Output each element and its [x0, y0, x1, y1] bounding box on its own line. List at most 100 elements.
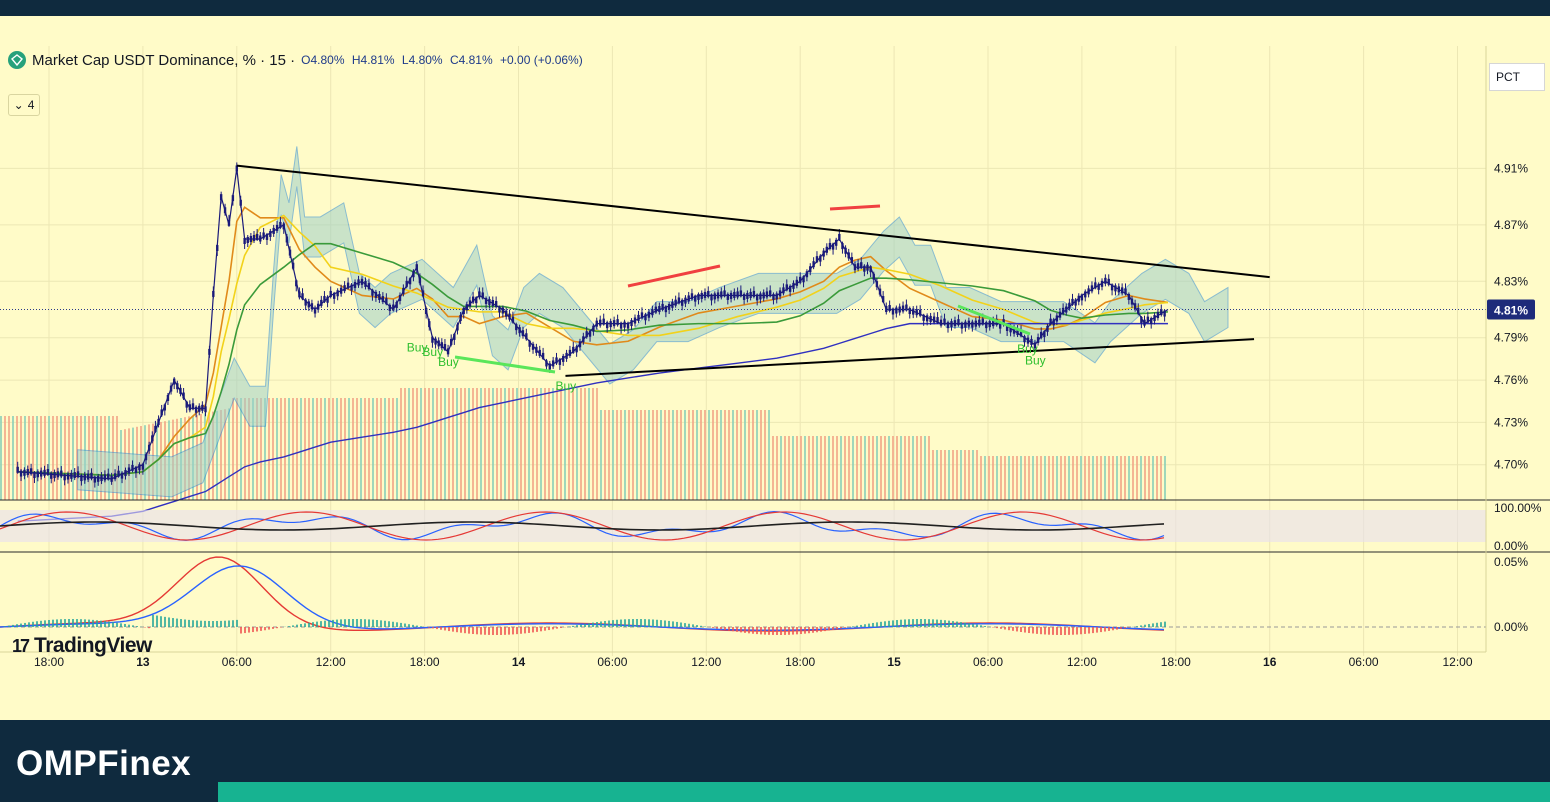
- percent-scale-button[interactable]: PCT: [1489, 63, 1545, 91]
- descending-trendline[interactable]: [236, 164, 1270, 279]
- candle-body: [434, 338, 437, 345]
- tradingview-logo[interactable]: 17 TradingView: [12, 634, 152, 658]
- price-axis-label: 4.91%: [1494, 161, 1528, 175]
- macd-histogram-bar: [1164, 621, 1166, 627]
- volume-bar: [720, 410, 722, 500]
- candle-body: [630, 320, 633, 327]
- volume-bar: [216, 410, 218, 500]
- macd-histogram-bar: [380, 620, 382, 627]
- volume-bar: [864, 436, 866, 500]
- tradingview-wordmark: TradingView: [34, 634, 152, 657]
- macd-histogram-bar: [728, 627, 730, 631]
- volume-bar: [552, 388, 554, 500]
- candle-body: [700, 292, 703, 299]
- ascending-trendline[interactable]: [565, 338, 1255, 377]
- chart-area[interactable]: Buy Buy Buy Buy Buy Buy 4.91% 4.87% 4.83% 4.79% 4.…: [0, 16, 1550, 720]
- macd-histogram-bar: [272, 627, 274, 629]
- candle-body: [1097, 283, 1100, 290]
- candle-body: [623, 321, 626, 328]
- candle-body: [585, 331, 588, 338]
- candle-body: [127, 467, 131, 474]
- volume-bar: [988, 456, 990, 500]
- candle-body: [304, 299, 307, 306]
- volume-bar: [1148, 456, 1150, 500]
- candle-body: [788, 285, 792, 292]
- macd-histogram-bar: [36, 621, 38, 627]
- macd-histogram-bar: [1156, 622, 1158, 627]
- candle-body: [915, 309, 918, 316]
- candle-body: [1163, 310, 1166, 317]
- volume-bar: [668, 410, 670, 500]
- macd-histogram-bar: [868, 623, 870, 627]
- macd-histogram-bar: [484, 627, 486, 635]
- volume-bar: [860, 436, 862, 500]
- volume-bar: [780, 436, 782, 500]
- candle-body: [332, 292, 336, 299]
- candle-body: [367, 283, 371, 290]
- volume-bar: [1120, 456, 1122, 500]
- bearish-divergence-line: [829, 204, 881, 211]
- macd-histogram-bar: [352, 619, 354, 627]
- candle-body: [1074, 299, 1077, 306]
- volume-bar: [900, 436, 902, 500]
- macd-histogram-bar: [488, 627, 490, 635]
- macd-histogram-bar: [420, 626, 422, 627]
- indicator-count: 4: [27, 98, 35, 112]
- volume-bar: [240, 398, 242, 500]
- macd-histogram-bar: [120, 623, 122, 627]
- macd-histogram-bar: [984, 626, 986, 627]
- candle-body: [1117, 286, 1120, 293]
- macd-histogram-bar: [812, 627, 814, 633]
- volume-bar: [704, 410, 706, 500]
- symbol-legend[interactable]: Market Cap USDT Dominance, % · 15 · O4.8…: [8, 51, 587, 69]
- buy-signal-label: Buy: [407, 341, 428, 355]
- candle-body: [960, 322, 964, 329]
- volume-bar: [8, 416, 10, 500]
- candle-body: [1077, 295, 1080, 302]
- volume-bar: [408, 388, 410, 500]
- volume-bar: [596, 388, 598, 500]
- candle-body: [1120, 287, 1124, 294]
- volume-bar: [676, 410, 678, 500]
- volume-bar: [220, 410, 222, 500]
- candle-body: [992, 320, 995, 327]
- candle-body: [831, 243, 835, 250]
- volume-bar: [1072, 456, 1074, 500]
- macd-histogram-bar: [76, 619, 78, 627]
- candle-body: [437, 340, 440, 347]
- candle-body: [802, 276, 805, 283]
- time-axis-label: 12:00: [691, 655, 721, 669]
- macd-histogram-bar: [780, 627, 782, 635]
- volume-bar: [776, 436, 778, 500]
- candle-body: [988, 321, 991, 328]
- candle-body: [1016, 329, 1019, 336]
- candle-body: [531, 343, 535, 350]
- macd-histogram-bar: [736, 627, 738, 632]
- volume-bar: [884, 436, 886, 500]
- candle-body: [1080, 294, 1084, 301]
- volume-bar: [1068, 456, 1070, 500]
- volume-bar: [396, 398, 398, 500]
- macd-histogram-bar: [472, 627, 474, 634]
- candle-body: [853, 264, 857, 271]
- candle-body: [478, 291, 481, 298]
- candle-body: [80, 475, 83, 482]
- candle-body: [898, 306, 901, 313]
- candle-body: [872, 273, 875, 280]
- macd-line: [0, 556, 1165, 632]
- candle-body: [1065, 306, 1068, 313]
- chart-svg[interactable]: BuyBuyBuyBuyBuyBuy4.91%4.87%4.83%4.79%4.…: [0, 16, 1550, 720]
- macd-histogram-bar: [800, 627, 802, 635]
- candle-body: [398, 294, 402, 301]
- candle-body: [421, 290, 425, 297]
- macd-histogram-bar: [1128, 627, 1130, 628]
- volume-bar: [384, 398, 386, 500]
- volume-bar: [388, 398, 390, 500]
- candle-body: [415, 264, 418, 271]
- macd-histogram-bar: [772, 627, 774, 635]
- indicator-collapse-toggle[interactable]: ⌄ 4: [8, 94, 40, 116]
- candle-body: [772, 293, 775, 300]
- macd-histogram-bar: [796, 627, 798, 635]
- macd-histogram-bar: [816, 627, 818, 633]
- macd-histogram-bar: [928, 619, 930, 627]
